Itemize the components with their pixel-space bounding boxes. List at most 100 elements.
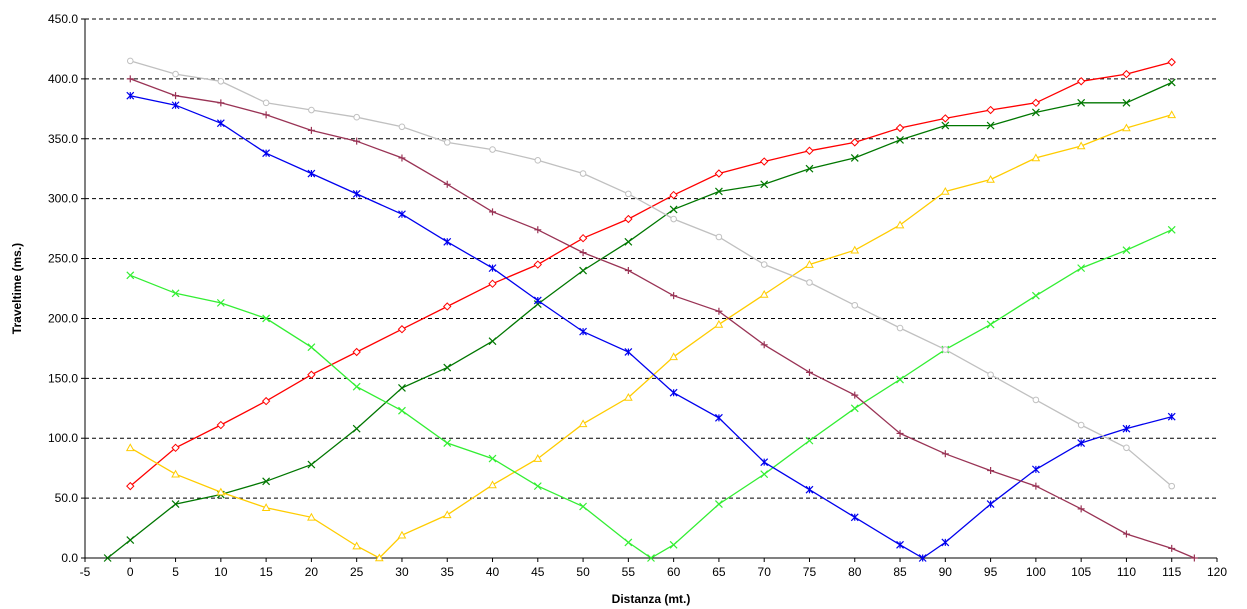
data-point: [1122, 69, 1131, 79]
data-point: [986, 320, 995, 329]
data-point: [1122, 123, 1131, 132]
data-point: [760, 470, 769, 479]
x-tick-label: 120: [1207, 565, 1227, 579]
data-point: [126, 91, 135, 100]
x-tick-label: 55: [622, 565, 636, 579]
x-tick-label: 40: [486, 565, 500, 579]
data-point: [397, 325, 407, 334]
x-tick-label: -5: [80, 565, 91, 579]
data-point: [171, 469, 180, 478]
y-axis-title: Traveltime (ms.): [10, 243, 24, 334]
data-point: [261, 503, 271, 511]
data-point: [714, 413, 723, 422]
data-point: [1167, 78, 1176, 87]
data-point: [625, 190, 632, 198]
data-point: [1122, 98, 1131, 107]
data-point: [896, 429, 904, 437]
data-point: [578, 419, 588, 428]
data-point: [262, 314, 271, 323]
x-tick-label: 45: [531, 565, 545, 579]
data-point: [398, 123, 406, 131]
series-group: [103, 57, 1198, 562]
x-tick-label: 80: [848, 565, 862, 579]
data-point: [941, 114, 950, 123]
data-point: [534, 226, 542, 234]
data-point: [760, 458, 769, 467]
data-point: [1167, 110, 1177, 119]
x-tick-label: 15: [259, 565, 273, 579]
data-point: [533, 260, 543, 269]
data-point: [1031, 98, 1041, 108]
data-point: [1167, 412, 1176, 421]
data-point: [1032, 482, 1040, 490]
series-1: [126, 57, 1176, 491]
data-point: [172, 92, 180, 100]
data-point: [103, 554, 112, 562]
data-point: [669, 540, 678, 549]
data-point: [1076, 77, 1086, 86]
data-point: [624, 214, 633, 224]
data-point: [262, 99, 270, 107]
data-point: [1122, 424, 1131, 433]
data-point: [759, 157, 769, 166]
data-point: [805, 485, 814, 494]
series-line: [130, 95, 1172, 559]
data-point: [443, 302, 452, 311]
data-point: [1168, 544, 1176, 552]
x-tick-label: 50: [576, 565, 590, 579]
y-tick-label: 400.0: [48, 72, 78, 86]
data-point: [579, 170, 587, 177]
series-line: [129, 61, 1172, 487]
data-point: [398, 210, 406, 219]
data-point: [760, 341, 768, 349]
data-point: [805, 146, 814, 155]
data-point: [353, 137, 361, 145]
data-point: [443, 237, 452, 246]
data-point: [895, 123, 905, 133]
data-point: [217, 77, 225, 85]
data-point: [940, 186, 950, 195]
data-point: [171, 443, 180, 453]
data-point: [1031, 465, 1040, 474]
data-point: [1032, 396, 1040, 404]
tick-labels: 0.050.0100.0150.0200.0250.0300.0350.0400…: [48, 12, 1227, 579]
data-point: [352, 424, 361, 433]
data-point: [262, 149, 271, 158]
data-point: [443, 439, 452, 447]
data-point: [488, 279, 497, 288]
data-point: [489, 146, 496, 153]
data-point: [714, 319, 724, 328]
x-tick-label: 0: [127, 565, 134, 579]
data-point: [760, 180, 769, 189]
y-tick-label: 450.0: [48, 12, 78, 26]
data-point: [851, 301, 859, 309]
y-tick-label: 200.0: [48, 311, 78, 325]
data-point: [443, 139, 451, 146]
data-point: [1031, 153, 1041, 162]
series-5: [126, 91, 1176, 562]
data-point: [374, 553, 384, 562]
data-point: [850, 138, 859, 147]
data-point: [443, 363, 452, 372]
x-tick-label: 90: [939, 565, 953, 579]
series-3: [125, 110, 1177, 562]
data-point: [670, 215, 677, 223]
data-point: [126, 481, 135, 491]
data-point: [578, 233, 588, 243]
data-point: [216, 298, 225, 307]
data-point: [579, 327, 588, 336]
data-point: [216, 119, 225, 128]
data-point: [307, 169, 316, 178]
y-tick-label: 0.0: [61, 551, 78, 565]
x-tick-label: 75: [803, 565, 817, 579]
data-point: [216, 487, 226, 496]
data-point: [488, 480, 497, 489]
data-point: [986, 500, 995, 509]
data-point: [669, 205, 678, 214]
series-7: [126, 57, 1176, 490]
y-tick-label: 50.0: [55, 491, 79, 505]
y-tick-label: 350.0: [48, 132, 78, 146]
data-point: [1077, 505, 1085, 513]
x-tick-label: 105: [1071, 565, 1091, 579]
